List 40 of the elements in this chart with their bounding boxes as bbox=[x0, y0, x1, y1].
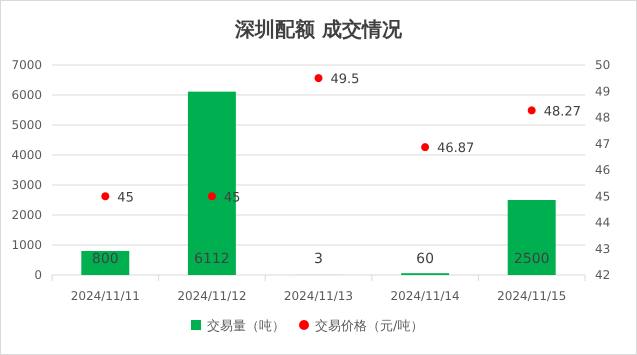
data-label: 6112 bbox=[194, 251, 230, 267]
y-tick-label: 2000 bbox=[11, 208, 42, 222]
chart-title: 深圳配额 成交情况 bbox=[234, 17, 403, 41]
data-label: 46.87 bbox=[437, 141, 474, 156]
point bbox=[421, 143, 430, 152]
y2-tick-label: 42 bbox=[595, 268, 610, 282]
data-label: 48.27 bbox=[544, 104, 581, 120]
x-tick-label: 2024/11/14 bbox=[390, 289, 460, 303]
legend-label: 交易量（吨） bbox=[207, 318, 285, 334]
point bbox=[101, 192, 110, 200]
data-label: 45 bbox=[117, 190, 134, 206]
legend-label: 交易价格（元/吨） bbox=[315, 318, 424, 334]
point bbox=[208, 192, 216, 200]
y2-tick-label: 50 bbox=[595, 58, 610, 72]
x-tick-label: 2024/11/15 bbox=[497, 289, 566, 303]
data-label: 60 bbox=[416, 251, 434, 267]
x-tick-label: 2024/11/12 bbox=[177, 289, 246, 303]
y2-tick-label: 43 bbox=[595, 242, 610, 256]
y-tick-label: 3000 bbox=[11, 178, 42, 192]
y2-tick-label: 49 bbox=[595, 84, 610, 98]
y2-tick-label: 46 bbox=[595, 163, 610, 177]
y2-tick-label: 44 bbox=[595, 216, 610, 230]
y-tick-label: 6000 bbox=[11, 88, 42, 102]
data-label: 800 bbox=[92, 251, 119, 267]
y-tick-label: 4000 bbox=[11, 148, 42, 162]
data-label: 3 bbox=[314, 251, 323, 267]
y-tick-label: 5000 bbox=[11, 118, 42, 132]
data-label: 2500 bbox=[514, 251, 550, 267]
y-tick-label: 7000 bbox=[11, 58, 42, 72]
y-tick-label: 0 bbox=[34, 268, 42, 282]
x-tick-label: 2024/11/13 bbox=[284, 289, 354, 303]
y2-tick-label: 45 bbox=[595, 189, 610, 204]
bar bbox=[508, 200, 556, 275]
point bbox=[314, 74, 322, 82]
data-label: 49.5 bbox=[330, 72, 360, 88]
y-tick-label: 1000 bbox=[11, 238, 42, 252]
point bbox=[528, 106, 536, 114]
y2-tick-label: 48 bbox=[595, 110, 610, 124]
x-tick-label: 2024/11/11 bbox=[70, 289, 140, 303]
y2-tick-label: 47 bbox=[595, 136, 610, 151]
